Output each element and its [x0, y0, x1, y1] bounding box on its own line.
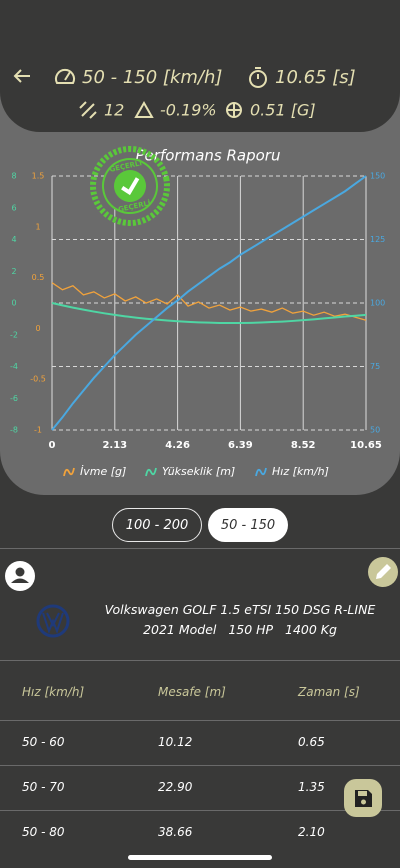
vehicle-icons: [5, 557, 398, 638]
g-force: 0.51 [G]: [250, 101, 316, 120]
table-cell: 10.12: [158, 735, 193, 749]
table-cell: 0.65: [298, 735, 325, 749]
speed-icon: [55, 68, 75, 84]
column-header: Zaman [s]: [298, 685, 360, 699]
column-header: Hız [km/h]: [22, 685, 85, 699]
brand-mark: [42, 612, 64, 634]
y-tick-label: 4: [11, 235, 16, 244]
series-line: [51, 302, 367, 325]
x-tick-label: 2.13: [102, 440, 127, 451]
series-line: [51, 282, 367, 321]
divider: [0, 660, 400, 661]
x-tick-label: 6.39: [228, 440, 253, 451]
save-button[interactable]: [344, 779, 382, 817]
table-cell: 1.35: [298, 780, 325, 794]
y-tick-label: 6: [11, 203, 16, 212]
chart-panel: [0, 90, 400, 495]
table-cell: 50 - 70: [22, 780, 65, 794]
x-tick-label: 0: [49, 440, 56, 451]
profile-head: [15, 567, 25, 577]
y-tick-label: -8: [10, 426, 18, 435]
y-tick-label: -2: [10, 330, 18, 339]
y-tick-label: 150: [370, 172, 385, 181]
table-cell: 2.10: [298, 825, 325, 839]
tab-active[interactable]: 50 - 150: [208, 508, 288, 542]
tab[interactable]: 100 - 200: [112, 508, 202, 542]
y-tick-label: 8: [11, 172, 16, 181]
back-arrow[interactable]: [13, 69, 30, 83]
y-tick-label: -6: [10, 394, 18, 403]
y-tick-label: 50: [370, 426, 380, 435]
divider: [0, 548, 400, 549]
y-tick-label: 1.5: [32, 172, 45, 181]
home-indicator: [128, 855, 272, 860]
table-cell: 22.90: [158, 780, 193, 794]
slope: -0.19%: [160, 101, 217, 120]
x-tick-label: 10.65: [350, 440, 382, 451]
y-tick-label: 2: [11, 267, 16, 276]
x-tick-label: 8.52: [291, 440, 316, 451]
y-tick-label: 0: [11, 299, 16, 308]
stamp-check: [121, 177, 140, 196]
y-tick-label: 1: [35, 222, 40, 231]
satellites: 12: [104, 101, 124, 120]
chart: 50 - 150 [km/h] 10.65 [s] 12 -0.19% 0.51…: [10, 67, 385, 478]
y-tick-label: 75: [370, 362, 380, 371]
y-tick-label: 0: [35, 324, 40, 333]
slope-icon: [134, 100, 154, 118]
x-tick-label: 4.26: [165, 440, 190, 451]
table-cell: 50 - 80: [22, 825, 65, 839]
header-range: 50 - 150 [km/h]: [82, 67, 222, 88]
timer-icon: [249, 70, 267, 88]
speed-needle: [64, 71, 71, 81]
header-time: 10.65 [s]: [275, 67, 356, 88]
header-icons: [13, 67, 267, 119]
table-cell: 38.66: [158, 825, 193, 839]
y-tick-label: 100: [370, 299, 385, 308]
y-tick-label: 0.5: [32, 273, 45, 282]
vehicle-name: Volkswagen GOLF 1.5 eTSI 150 DSG R-LINE: [104, 602, 376, 617]
vehicle-details: 2021 Model 150 HP 1400 Kg: [143, 622, 337, 637]
legend-label: İvme [g]: [80, 465, 126, 478]
series-line: [51, 175, 367, 431]
satellite-icon: [79, 101, 97, 119]
legend-label: Hız [km/h]: [272, 465, 329, 478]
y-tick-label: -0.5: [30, 375, 46, 384]
row-divider: [0, 720, 400, 721]
stamp-ring: [90, 146, 170, 226]
legend-icon: [63, 467, 75, 477]
y-tick-label: -1: [34, 426, 42, 435]
y-tick-label: 125: [370, 235, 385, 244]
row-divider: [0, 765, 400, 766]
save-icon: [355, 790, 372, 807]
legend-icon: [255, 467, 267, 477]
header: [0, 0, 400, 132]
timer-hand: [255, 67, 261, 79]
legend-label: Yükseklik [m]: [162, 465, 235, 478]
chart-title: Performans Raporu: [136, 147, 281, 165]
column-header: Mesafe [m]: [158, 685, 226, 699]
table-cell: 50 - 60: [22, 735, 65, 749]
edit-pencil: [376, 564, 391, 579]
profile-body: [11, 578, 29, 583]
row-divider: [0, 810, 400, 811]
brand-logo: [36, 604, 70, 638]
y-tick-label: -4: [10, 362, 18, 371]
globe-lines: [227, 103, 241, 117]
legend-icon: [145, 467, 157, 477]
stamp-check-bg: [114, 170, 146, 202]
